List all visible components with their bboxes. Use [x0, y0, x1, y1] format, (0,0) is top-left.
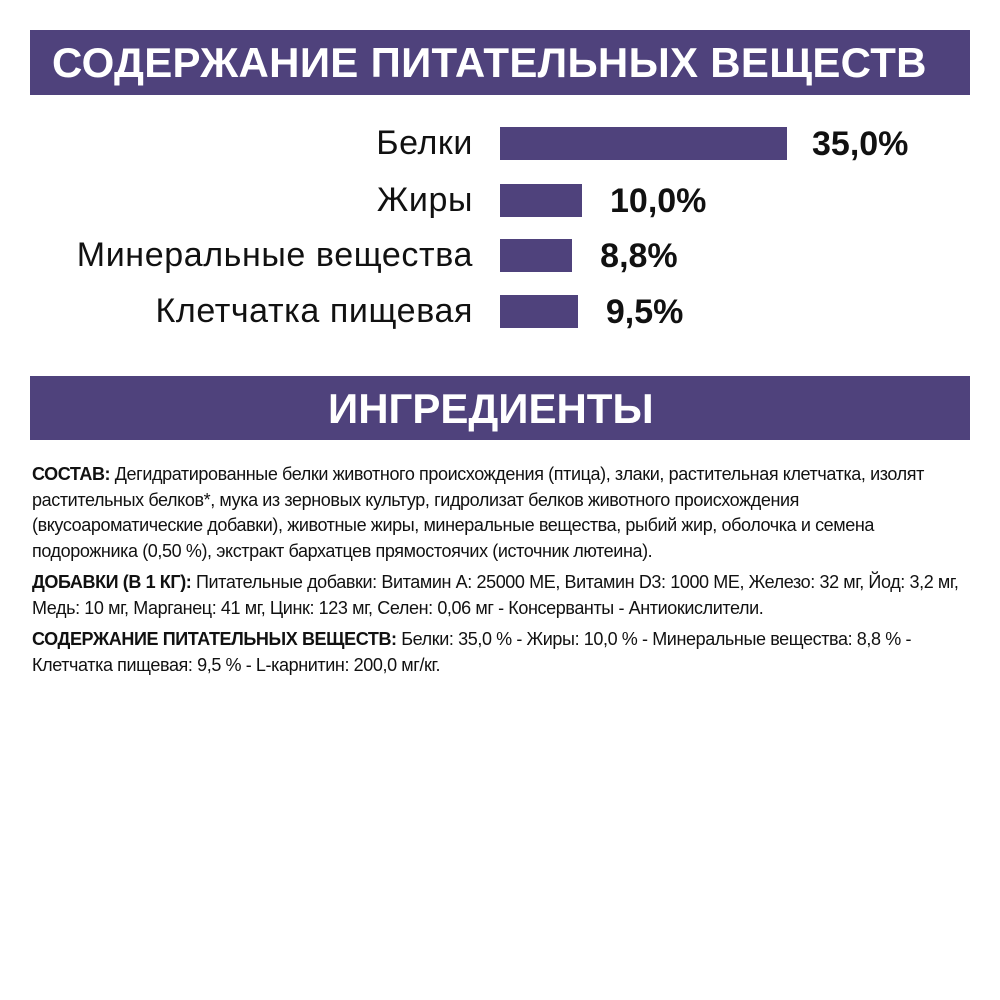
additives-paragraph: ДОБАВКИ (В 1 КГ): Питательные добавки: В… [32, 570, 972, 621]
composition-text: Дегидратированные белки животного происх… [32, 464, 924, 561]
nutrients-text: Белки: 35,0 % - Жиры: 10,0 % - Минеральн… [32, 629, 912, 675]
nutrients-header: СОДЕРЖАНИЕ ПИТАТЕЛЬНЫХ ВЕЩЕСТВ [30, 30, 970, 95]
value-label: 10,0% [610, 182, 707, 220]
category-label: Жиры [376, 181, 473, 219]
chart-row: Жиры 10,0% [0, 181, 1000, 220]
bar [500, 184, 582, 217]
value-label: 9,5% [605, 293, 684, 331]
additives-text: Питательные добавки: Витамин А: 25000 МЕ… [32, 572, 959, 618]
ingredients-text: СОСТАВ: Дегидратированные белки животног… [32, 462, 972, 684]
nutrient-bar-chart: Белки 35,0% Жиры 10,0% Минеральные вещества 8… [0, 110, 1000, 350]
bar [500, 295, 578, 328]
chart-row: Белки 35,0% [0, 124, 1000, 163]
category-label: Белки [376, 124, 473, 162]
value-label: 8,8% [600, 237, 678, 275]
chart-row: Минеральные вещества 8,8% [0, 236, 1000, 275]
ingredients-header: ИНГРЕДИЕНТЫ [30, 376, 970, 440]
bar [500, 127, 787, 160]
nutrients-paragraph: СОДЕРЖАНИЕ ПИТАТЕЛЬНЫХ ВЕЩЕСТВ: Белки: 3… [32, 627, 972, 678]
additives-label: ДОБАВКИ (В 1 КГ): [32, 572, 192, 592]
composition-paragraph: СОСТАВ: Дегидратированные белки животног… [32, 462, 972, 564]
value-label: 35,0% [812, 125, 909, 163]
bar [500, 239, 573, 272]
chart-row: Клетчатка пищевая 9,5% [0, 292, 1000, 331]
category-label: Минеральные вещества [76, 236, 473, 274]
composition-label: СОСТАВ: [32, 464, 111, 484]
nutrients-label: СОДЕРЖАНИЕ ПИТАТЕЛЬНЫХ ВЕЩЕСТВ: [32, 629, 397, 649]
category-label: Клетчатка пищевая [155, 292, 473, 330]
